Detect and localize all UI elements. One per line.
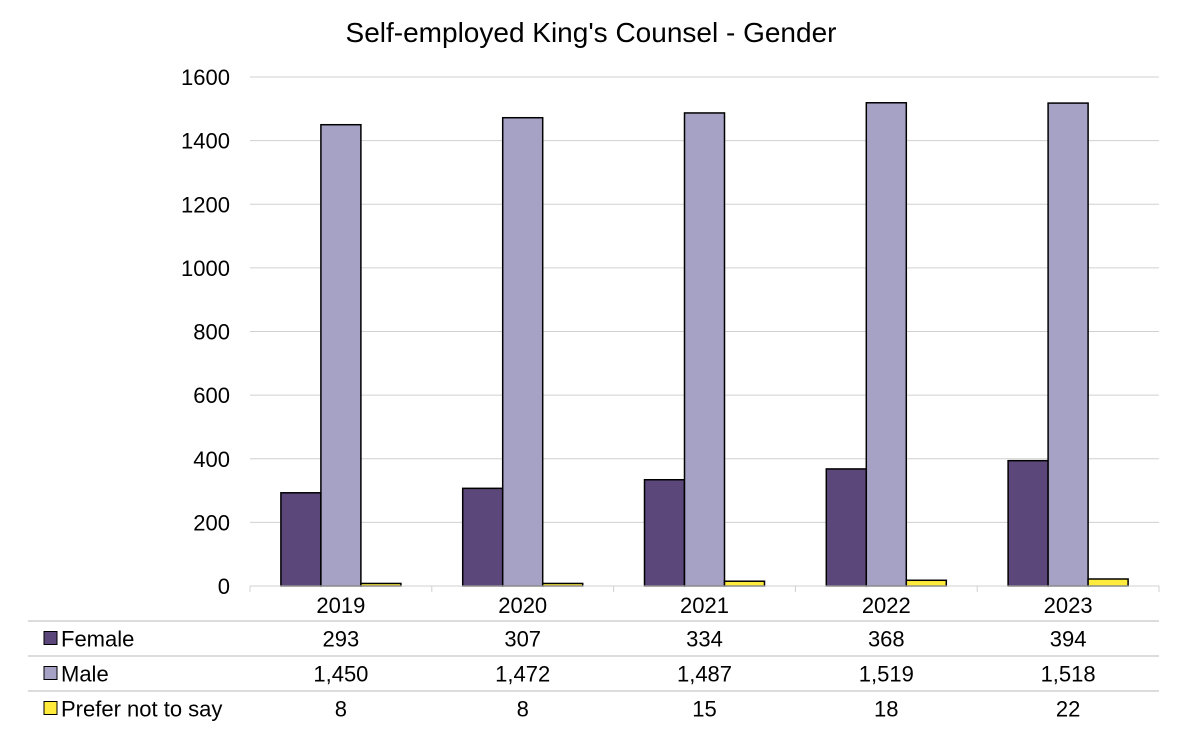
x-category-label: 2023 xyxy=(1044,593,1093,618)
bar-male-2022 xyxy=(865,102,908,587)
bar-prefer-not-to-say-2022 xyxy=(905,579,948,587)
y-tick-label: 1000 xyxy=(181,256,230,281)
legend-label: Prefer not to say xyxy=(61,697,222,722)
y-tick-label: 400 xyxy=(193,447,230,472)
y-axis-ticks: 0 200 400 600 800 1000 1200 1400 1600 xyxy=(181,65,230,599)
y-tick-label: 200 xyxy=(193,510,230,535)
bar-male-2019 xyxy=(320,123,362,587)
bar-female-2022 xyxy=(825,468,868,587)
data-label: 1,487 xyxy=(677,662,732,687)
legend-swatch xyxy=(43,631,58,645)
y-tick-label: 0 xyxy=(218,574,230,599)
data-label: 15 xyxy=(692,697,716,722)
y-tick-label: 600 xyxy=(193,383,230,408)
x-category-label: 2021 xyxy=(680,593,729,618)
data-label: 368 xyxy=(868,627,905,652)
legend-label: Male xyxy=(61,662,109,687)
bars xyxy=(280,102,1129,587)
data-label: 1,450 xyxy=(313,662,368,687)
bar-prefer-not-to-say-2021 xyxy=(723,580,766,587)
y-tick-label: 1400 xyxy=(181,129,230,154)
bar-female-2021 xyxy=(643,478,686,587)
bar-female-2020 xyxy=(461,487,504,587)
data-label: 293 xyxy=(323,627,360,652)
data-label: 8 xyxy=(335,697,347,722)
data-label: 8 xyxy=(517,697,529,722)
x-category-label: 2020 xyxy=(498,593,547,618)
legend-swatch xyxy=(43,701,58,715)
data-label: 1,519 xyxy=(859,662,914,687)
data-label: 22 xyxy=(1056,697,1080,722)
chart-title: Self-employed King's Counsel - Gender xyxy=(346,17,837,48)
data-table: 2019 2020 2021 2022 2023 Female 293 307 334 368 39… xyxy=(28,586,1160,722)
data-label: 18 xyxy=(874,697,898,722)
bar-prefer-not-to-say-2023 xyxy=(1087,578,1129,587)
data-label: 307 xyxy=(504,627,541,652)
y-tick-label: 800 xyxy=(193,320,230,345)
data-label: 334 xyxy=(686,627,723,652)
bar-male-2020 xyxy=(501,116,544,587)
legend-label: Female xyxy=(61,627,134,652)
data-label: 1,518 xyxy=(1041,662,1096,687)
bar-female-2019 xyxy=(280,492,322,587)
data-label: 394 xyxy=(1050,627,1087,652)
x-category-label: 2022 xyxy=(862,593,911,618)
x-category-label: 2019 xyxy=(316,593,365,618)
bar-female-2023 xyxy=(1007,459,1049,587)
bar-male-2023 xyxy=(1047,102,1089,587)
data-label: 1,472 xyxy=(495,662,550,687)
y-tick-label: 1200 xyxy=(181,192,230,217)
legend-swatch xyxy=(43,666,58,680)
bar-male-2021 xyxy=(683,112,726,587)
y-tick-label: 1600 xyxy=(181,65,230,90)
